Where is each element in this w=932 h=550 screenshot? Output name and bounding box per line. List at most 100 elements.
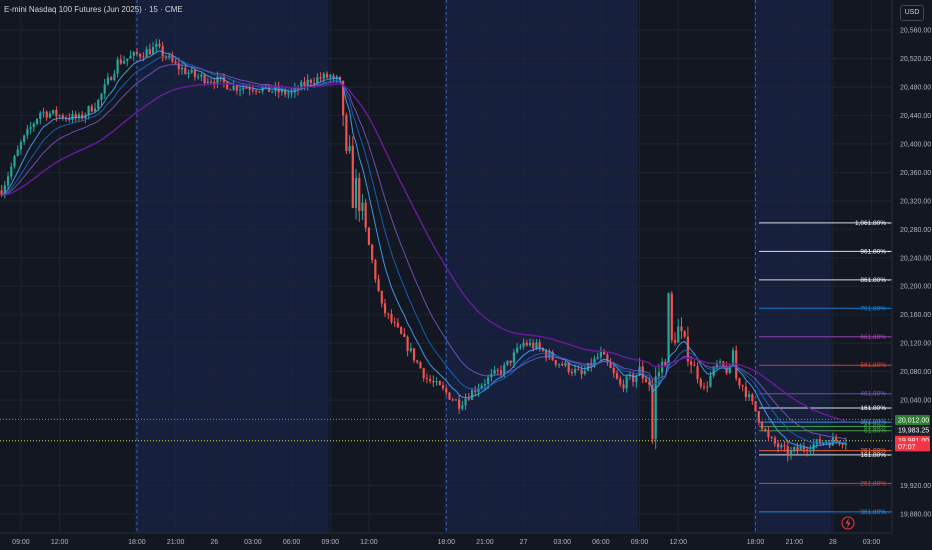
price-label-text: 07:07: [898, 444, 916, 451]
price-tick-label: 20,360.00: [900, 170, 931, 177]
candle-body: [438, 381, 441, 386]
price-label-box: [895, 441, 930, 452]
price-tick-label: 20,520.00: [900, 56, 931, 63]
price-tick-label: 20,040.00: [900, 398, 931, 405]
candle-body: [26, 128, 29, 136]
candle-body: [155, 43, 158, 48]
candle-body: [651, 384, 654, 440]
candle-body: [525, 342, 528, 346]
candle-body: [686, 336, 689, 362]
candle-body: [193, 69, 197, 77]
candle-body: [680, 326, 683, 332]
candle-body: [267, 84, 271, 92]
price-tick-label: 20,400.00: [900, 141, 931, 148]
candle-body: [654, 376, 657, 440]
candle-body: [229, 89, 232, 91]
candle-body: [177, 63, 180, 70]
candle-body: [738, 378, 741, 386]
candle-body: [110, 77, 113, 81]
candle-body: [648, 382, 651, 385]
candle-body: [429, 379, 432, 382]
candle-body: [396, 322, 400, 328]
candle-body: [728, 366, 731, 374]
candle-body: [603, 350, 606, 355]
time-axis[interactable]: [0, 533, 892, 550]
candle-body: [519, 346, 522, 348]
candle-body: [844, 443, 847, 445]
candle-body: [493, 369, 496, 374]
candle-body: [773, 437, 776, 444]
candle-body: [522, 342, 525, 347]
candle-body: [129, 55, 132, 59]
candle-body: [503, 364, 506, 374]
session-shade: [753, 0, 832, 533]
candle-body: [532, 342, 535, 349]
candle-body: [393, 321, 396, 323]
candle-body: [822, 442, 825, 444]
candle-body: [6, 176, 10, 186]
candles: [0, 38, 847, 462]
fib-level-label: 1,061.80% -: [855, 220, 890, 227]
candle-body: [10, 166, 13, 177]
ema-line: [1, 56, 846, 444]
candle-body: [74, 114, 77, 119]
time-tick-label: 21:00: [785, 539, 803, 546]
candle-body: [538, 342, 541, 349]
price-tick-label: 20,200.00: [900, 284, 931, 291]
candle-body: [535, 342, 538, 349]
candle-body: [770, 437, 773, 439]
candle-body: [760, 422, 764, 429]
candle-body: [506, 360, 509, 365]
candle-body: [387, 313, 390, 315]
price-tick-label: 20,080.00: [900, 369, 931, 376]
candle-body: [712, 366, 715, 376]
candle-body: [422, 368, 425, 379]
candle-body: [290, 92, 293, 94]
candle-body: [409, 348, 412, 352]
fib-level-label: 61.80% -: [864, 428, 890, 435]
candle-body: [516, 347, 519, 353]
candle-body: [470, 390, 474, 400]
candle-body: [374, 260, 377, 280]
candle-body: [615, 373, 619, 379]
candle-body: [593, 358, 596, 367]
candle-body: [548, 352, 551, 358]
candle-body: [325, 73, 329, 78]
candle-body: [383, 303, 387, 314]
lightning-icon[interactable]: [841, 516, 855, 530]
candle-body: [441, 385, 445, 389]
candle-body: [251, 89, 255, 91]
candle-body: [126, 58, 129, 61]
candle-body: [619, 378, 622, 385]
candle-body: [106, 77, 110, 85]
symbol-title[interactable]: E-mini Nasdaq 100 Futures (Jun 2025) · 1…: [4, 5, 183, 14]
candle-body: [180, 67, 184, 70]
time-tick-label: 21:00: [167, 539, 185, 546]
candle-body: [796, 447, 799, 451]
price-axis[interactable]: [892, 0, 932, 550]
candle-body: [577, 369, 580, 371]
candle-body: [786, 446, 789, 457]
time-tick-label: 12:00: [669, 539, 687, 546]
candle-body: [371, 244, 374, 261]
candle-body: [767, 430, 770, 438]
candle-body: [454, 399, 458, 401]
time-tick-label: 26: [210, 539, 218, 546]
time-axis-labels: 09:00 12:00 18:00 21:00 26 03:00 06:00 09:00 12:…: [12, 539, 880, 546]
candle-body: [574, 369, 577, 373]
candle-body: [216, 76, 219, 85]
candle-body: [245, 87, 248, 89]
candle-body: [677, 326, 680, 343]
time-tick-label: 03:00: [244, 539, 262, 546]
candle-body: [361, 202, 364, 211]
candle-body: [699, 379, 702, 387]
time-tick-label: 21:00: [476, 539, 494, 546]
candle-body: [87, 106, 90, 115]
ema-line: [1, 50, 846, 449]
candle-body: [52, 110, 55, 114]
price-tick-label: 20,160.00: [900, 312, 931, 319]
currency-button[interactable]: USD: [900, 5, 924, 21]
price-tick-label: 20,120.00: [900, 341, 931, 348]
candle-body: [206, 81, 209, 83]
